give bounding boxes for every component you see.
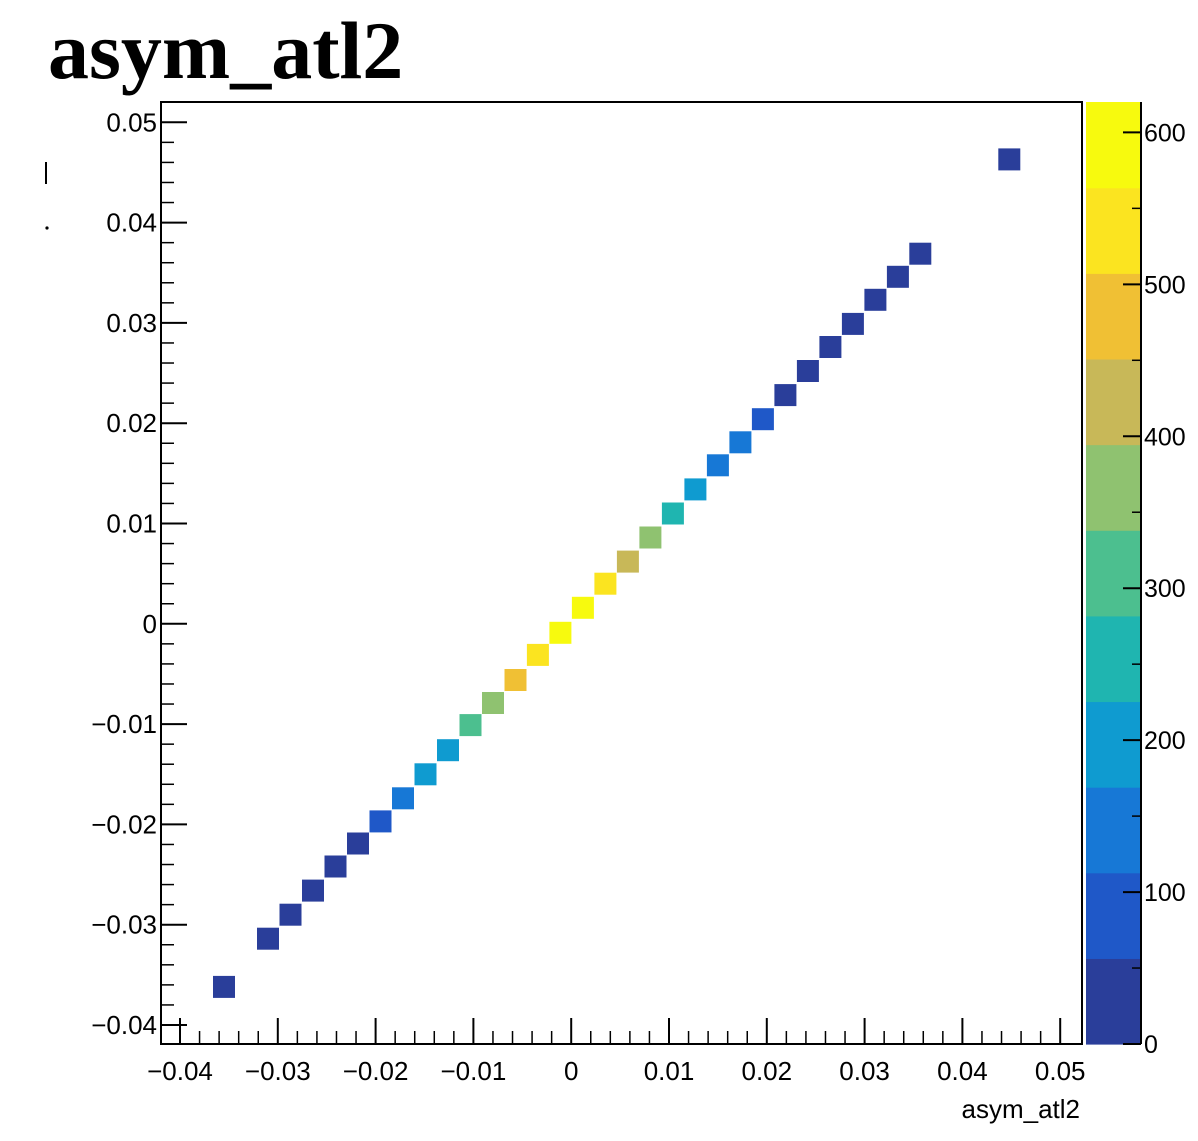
x-tick-label: −0.02 — [343, 1056, 409, 1086]
heatmap-bin — [706, 454, 729, 477]
x-tick-label: 0.02 — [741, 1056, 792, 1086]
colorbar-segment — [1086, 358, 1141, 446]
y-tick-label: 0.03 — [106, 308, 157, 338]
axes: −0.04 −0.03 −0.02 −0.01 0 0.01 0.02 0.03 0.04 0.0… — [91, 107, 1085, 1086]
colorbar-segment — [1086, 701, 1141, 788]
colorbar-segment — [1086, 787, 1141, 874]
heatmap-bins — [213, 148, 1021, 998]
heatmap-bin — [324, 855, 347, 878]
heatmap-bin — [526, 643, 549, 666]
heatmap-bin — [369, 810, 392, 833]
colorbar-tick-label: 200 — [1144, 727, 1186, 755]
y-tick-label: −0.02 — [91, 809, 157, 839]
x-axis-label: asym_atl2 — [962, 1094, 1081, 1124]
heatmap-bin — [594, 572, 617, 595]
y-tick-label: 0.04 — [106, 208, 157, 238]
y-tick-label: 0.01 — [106, 509, 157, 539]
chart-title: asym_atl2 — [48, 5, 403, 96]
heatmap-bin — [661, 502, 684, 525]
y-tick-label: 0.05 — [106, 107, 157, 137]
heatmap-bin — [504, 669, 527, 691]
colorbar-tick-label: 600 — [1144, 119, 1186, 147]
y-tick-label: −0.03 — [91, 910, 157, 940]
heatmap-bin — [459, 714, 482, 737]
x-tick-label: 0.01 — [644, 1056, 695, 1086]
y-tick-label: 0 — [143, 609, 157, 639]
colorbar-segment — [1086, 187, 1141, 274]
heatmap-bin — [639, 526, 662, 549]
heatmap-bin — [751, 408, 774, 431]
heatmap-bin — [279, 903, 302, 926]
colorbar-segment — [1086, 102, 1141, 189]
colorbar-tick-label: 400 — [1144, 423, 1186, 451]
colorbar-segment — [1086, 444, 1141, 531]
x-tick-label: 0.05 — [1035, 1056, 1086, 1086]
x-tick-label: −0.04 — [147, 1056, 213, 1086]
colorbar-segment — [1086, 872, 1141, 959]
heatmap-bin — [392, 787, 414, 810]
heatmap-bin — [774, 384, 797, 407]
heatmap-bin — [302, 879, 324, 902]
plot-border — [160, 101, 1083, 1045]
heatmap-bin — [886, 265, 909, 288]
heatmap-bin — [213, 975, 235, 998]
heatmap-bin — [998, 148, 1021, 171]
heatmap-bin — [482, 692, 504, 714]
x-tick-label: −0.03 — [245, 1056, 311, 1086]
heatmap-bin — [729, 431, 752, 454]
heatmap-bin — [616, 550, 639, 573]
colorbar-tick-label: 300 — [1144, 575, 1186, 603]
colorbar-segment — [1086, 530, 1141, 617]
heatmap-bin — [684, 478, 707, 501]
x-tick-label: 0.04 — [937, 1056, 988, 1086]
colorbar-segment — [1086, 615, 1141, 703]
heatmap-bin — [864, 288, 887, 311]
x-tick-label: 0 — [564, 1056, 578, 1086]
y-axis-title-fragment-dot — [45, 226, 49, 230]
heatmap-bin — [347, 832, 369, 855]
y-tick-label: −0.04 — [91, 1010, 157, 1040]
y-tick-label: 0.02 — [106, 408, 157, 438]
heatmap-bin — [796, 360, 819, 382]
heatmap-bin — [819, 336, 842, 358]
heatmap-bin — [257, 927, 279, 950]
x-tick-label: −0.01 — [441, 1056, 507, 1086]
colorbar-tick-label: 500 — [1144, 271, 1186, 299]
colorbar-segment — [1086, 958, 1141, 1045]
heatmap-bin — [909, 242, 932, 265]
heatmap-bin — [549, 621, 572, 644]
colorbar: 0 100 200 300 400 500 600 — [1086, 102, 1186, 1059]
heatmap-bin — [841, 312, 864, 335]
colorbar-segment — [1086, 273, 1141, 360]
colorbar-tick-label: 0 — [1144, 1031, 1158, 1059]
y-tick-label: −0.01 — [91, 709, 157, 739]
heatmap-bin — [437, 739, 459, 762]
heatmap-bin — [414, 763, 437, 786]
plot-frame — [161, 102, 1082, 1044]
x-tick-label: 0.03 — [839, 1056, 890, 1086]
colorbar-tick-label: 100 — [1144, 879, 1186, 907]
heatmap-bin — [571, 596, 594, 619]
